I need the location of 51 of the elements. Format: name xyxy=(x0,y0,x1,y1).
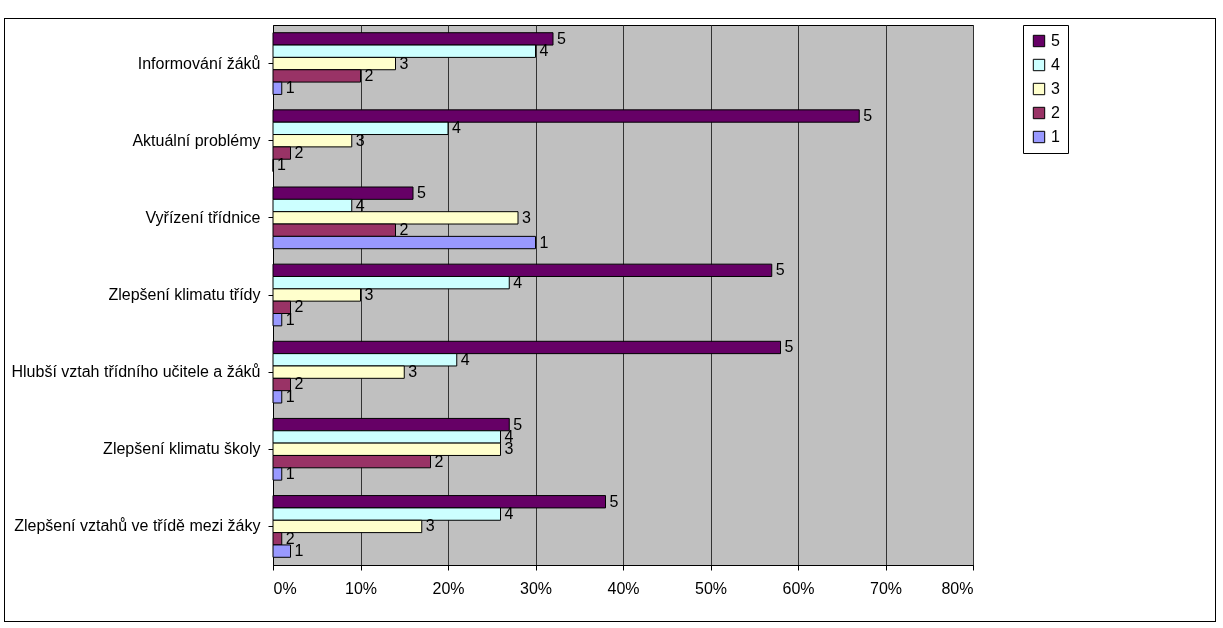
text: 4 xyxy=(504,505,514,523)
y-tick-label: Zlepšení vztahů ve třídě mezi žáky xyxy=(14,517,261,535)
text: 5 xyxy=(863,107,873,125)
y-tick-label: Aktuální problémy xyxy=(132,131,261,149)
text: 3 xyxy=(425,517,435,535)
y-tick-label: Zlepšení klimatu třídy xyxy=(108,286,261,303)
x-tick-label: 60% xyxy=(782,579,815,597)
text: 5 xyxy=(513,415,523,433)
text: 3 xyxy=(399,54,409,72)
text: 1 xyxy=(285,387,295,405)
x-tick-label: 30% xyxy=(519,579,553,597)
legend-label: 4 xyxy=(1051,56,1060,73)
text: 5 xyxy=(609,492,619,510)
text: 3 xyxy=(408,363,418,381)
x-tick-label: 20% xyxy=(432,579,465,597)
text: 1 xyxy=(539,233,549,251)
x-tick-label: 80% xyxy=(941,579,974,597)
y-tick-label: Vyřízení třídnice xyxy=(145,208,261,226)
x-tick-label: 50% xyxy=(694,579,728,597)
legend-label: 1 xyxy=(1051,128,1060,145)
text: 4 xyxy=(539,42,549,60)
text: 5 xyxy=(775,261,785,279)
x-tick-label: 10% xyxy=(344,579,378,597)
text: 2 xyxy=(285,529,295,547)
legend-label: 3 xyxy=(1051,80,1060,97)
text: 2 xyxy=(294,298,304,316)
x-tick-label: 70% xyxy=(869,579,903,597)
text: 3 xyxy=(364,286,374,303)
text: 4 xyxy=(460,350,470,368)
text: 5 xyxy=(557,29,566,47)
text: 1 xyxy=(285,464,295,482)
text: 2 xyxy=(294,144,304,162)
text: 1 xyxy=(294,542,304,560)
text: 1 xyxy=(285,79,295,97)
text: 1 xyxy=(277,156,286,174)
y-tick-label: Zlepšení klimatu školy xyxy=(103,440,261,458)
text: 1 xyxy=(285,310,295,328)
text: 2 xyxy=(399,221,409,239)
legend-label: 5 xyxy=(1051,32,1060,49)
text: 2 xyxy=(434,452,444,470)
y-tick-label: Informování žáků xyxy=(137,54,261,72)
y-tick-label: Hlubší vztah třídního učitele a žáků xyxy=(11,363,261,381)
x-tick-label: 40% xyxy=(607,579,640,597)
legend-label: 2 xyxy=(1051,104,1060,121)
text: 5 xyxy=(784,338,794,356)
text: 2 xyxy=(294,375,304,393)
text: 2 xyxy=(364,66,374,84)
text: 5 xyxy=(417,184,426,202)
text: 3 xyxy=(522,208,531,226)
x-tick-label: 0% xyxy=(273,579,297,597)
text: 4 xyxy=(452,119,461,137)
